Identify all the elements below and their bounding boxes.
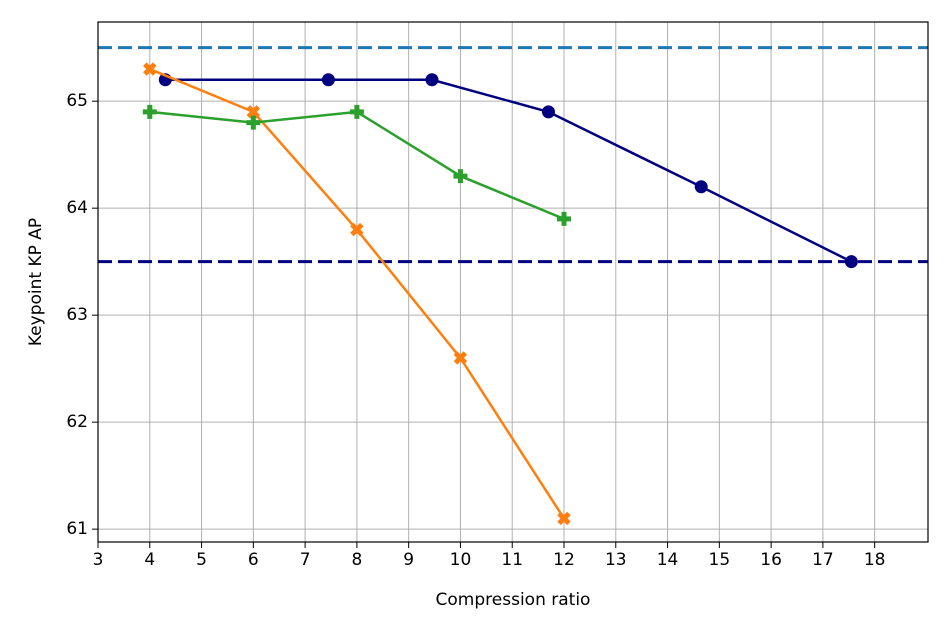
x-tick-label: 15: [709, 550, 731, 570]
x-tick-label: 4: [144, 550, 155, 570]
point: [541, 105, 555, 119]
point: [844, 255, 858, 269]
x-tick-label: 11: [501, 550, 523, 570]
x-tick-label: 12: [553, 550, 575, 570]
y-tick-label: 63: [66, 305, 88, 325]
y-axis-label: Keypoint KP AP: [26, 218, 46, 346]
point: [246, 115, 261, 130]
y-tick-label: 61: [66, 519, 88, 539]
y-tick-label: 62: [66, 412, 88, 432]
y-tick-label: 65: [66, 91, 88, 111]
x-tick-label: 5: [196, 550, 207, 570]
x-tick-label: 17: [812, 550, 834, 570]
point: [694, 180, 708, 194]
y-tick-label: 64: [66, 198, 88, 218]
x-tick-label: 16: [760, 550, 782, 570]
x-axis-label: Compression ratio: [436, 590, 591, 610]
point: [143, 62, 157, 76]
series-line: [165, 78, 852, 263]
x-tick-label: 8: [351, 550, 362, 570]
x-tick-label: 14: [657, 550, 679, 570]
point: [321, 73, 335, 87]
point: [142, 104, 157, 119]
point: [453, 351, 468, 365]
point: [349, 104, 364, 119]
point: [453, 169, 468, 184]
x-tick-label: 6: [248, 550, 259, 570]
x-tick-label: 9: [403, 550, 414, 570]
point: [425, 73, 439, 87]
point: [557, 511, 571, 526]
point: [246, 105, 261, 119]
x-tick-label: 18: [864, 550, 886, 570]
point: [557, 211, 572, 226]
x-tick-label: 7: [300, 550, 311, 570]
x-tick-label: 3: [93, 550, 104, 570]
x-tick-label: 13: [605, 550, 627, 570]
point: [350, 222, 364, 237]
x-tick-label: 10: [450, 550, 472, 570]
plot-frame: [97, 21, 929, 543]
